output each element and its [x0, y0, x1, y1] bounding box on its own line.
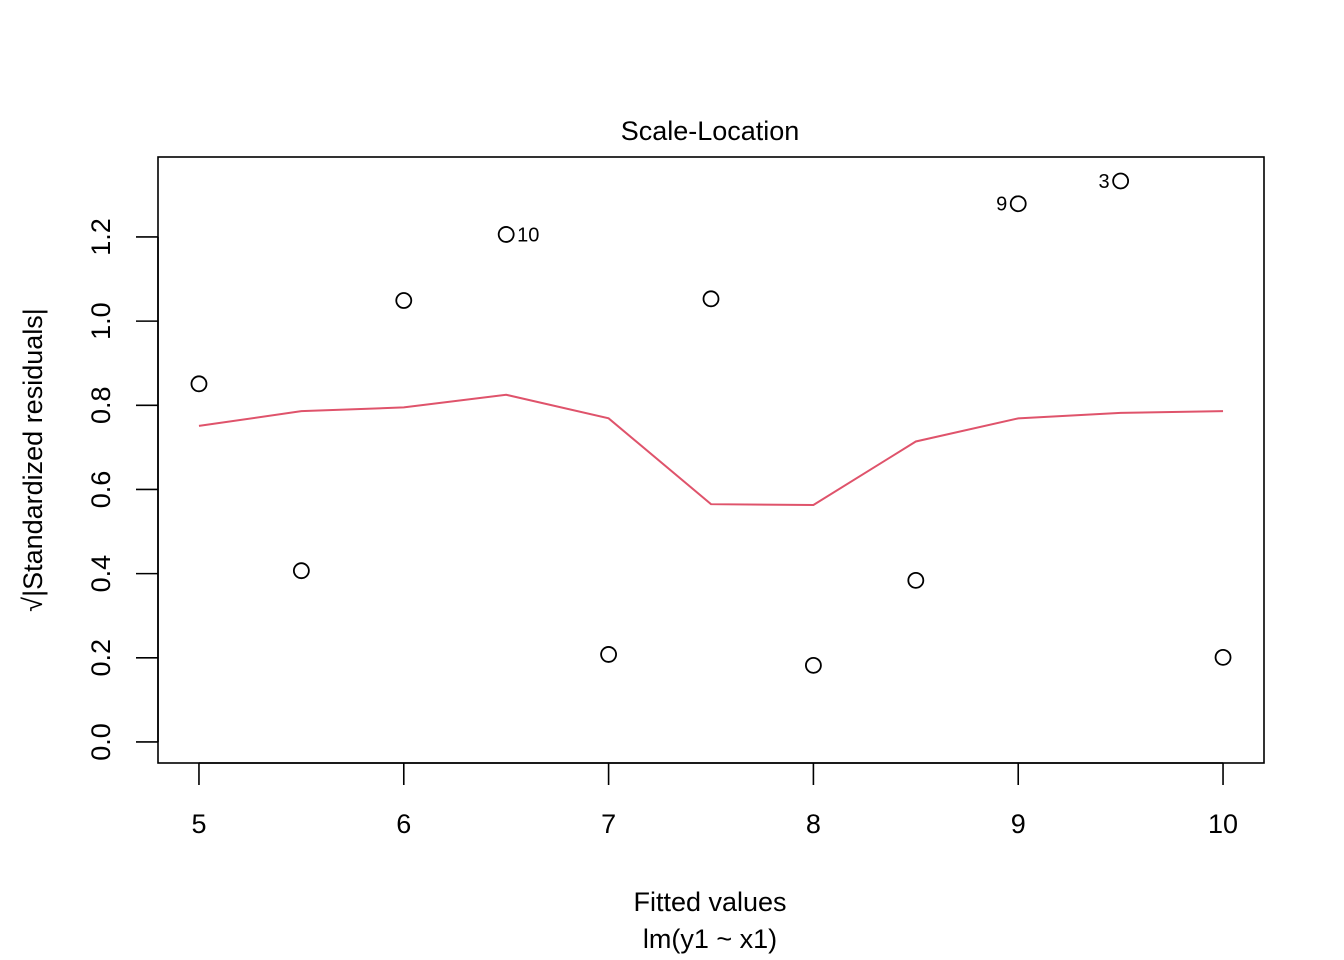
data-point — [1214, 648, 1232, 666]
plot-frame — [157, 156, 1265, 764]
x-tick-label: 9 — [1011, 809, 1026, 839]
y-tick-label: 1.2 — [86, 218, 116, 256]
x-tick-label: 5 — [191, 809, 206, 839]
x-tick-label: 10 — [1208, 809, 1238, 839]
x-axis-label: Fitted values — [633, 887, 786, 917]
y-tick-label: 0.8 — [86, 387, 116, 425]
data-point — [907, 571, 925, 589]
x-tick-label: 8 — [806, 809, 821, 839]
x-tick-label: 6 — [396, 809, 411, 839]
data-point — [497, 226, 515, 243]
y-axis-label: √|Standardized residuals| — [18, 308, 48, 612]
data-points: 10 9 3 — [190, 171, 1232, 674]
y-tick-label: 1.0 — [86, 302, 116, 340]
y-tick-label: 0.6 — [86, 471, 116, 509]
y-tick-label: 0.2 — [86, 639, 116, 677]
x-tick-label: 7 — [601, 809, 616, 839]
x-axis-sublabel: lm(y1 ~ x1) — [643, 924, 777, 954]
y-axis: 0.0 0.2 0.4 0.6 0.8 1.0 1.2 — [86, 218, 159, 761]
smooth-trend-line — [198, 393, 1224, 507]
data-point — [805, 656, 822, 674]
data-point — [1112, 172, 1130, 190]
data-point — [292, 562, 310, 580]
data-point — [395, 292, 413, 309]
data-point — [702, 290, 720, 308]
y-tick-label: 0.0 — [86, 723, 116, 761]
x-axis: 5 6 7 8 9 10 — [191, 762, 1238, 839]
point-label: 3 — [1099, 171, 1110, 193]
y-tick-label: 0.4 — [86, 555, 116, 593]
point-label: 9 — [996, 194, 1007, 216]
data-point — [1009, 195, 1027, 213]
data-point — [600, 646, 617, 663]
chart-title: Scale-Location — [621, 116, 800, 146]
point-label: 10 — [517, 224, 539, 246]
data-point — [190, 375, 208, 393]
